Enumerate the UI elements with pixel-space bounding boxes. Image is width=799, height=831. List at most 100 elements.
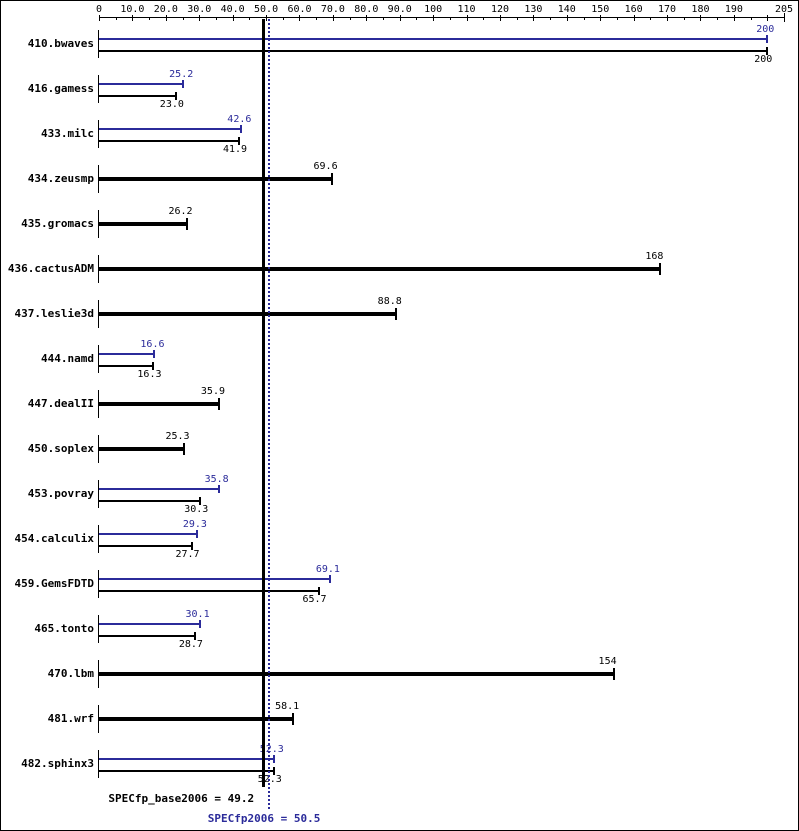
- value-label: 65.7: [302, 594, 327, 605]
- bar-endcap: [330, 173, 333, 185]
- bar-single: [99, 447, 184, 451]
- axis-tick: [483, 17, 484, 20]
- bar-endcap: [659, 263, 662, 275]
- axis-tick: [266, 15, 267, 21]
- axis-tick: [233, 15, 234, 21]
- bar-single: [99, 177, 332, 181]
- benchmark-label: 459.GemsFDTD: [14, 577, 94, 590]
- bar-base: [99, 500, 201, 502]
- axis-tick: [650, 17, 651, 20]
- bar-peak: [99, 623, 200, 625]
- axis-tick: [99, 15, 100, 21]
- axis-tick-label: 0: [95, 4, 103, 15]
- axis-tick-label: 80.0: [354, 4, 379, 15]
- axis-tick: [316, 17, 317, 20]
- axis-tick: [533, 15, 534, 21]
- bar-base: [99, 365, 154, 367]
- axis-tick: [567, 15, 568, 21]
- bar-endcap: [193, 632, 196, 640]
- value-label: 42.6: [227, 114, 252, 125]
- axis-line: [99, 17, 784, 18]
- bar-endcap: [272, 767, 275, 775]
- axis-tick-label: 170: [658, 4, 677, 15]
- row-axis: [98, 480, 99, 508]
- axis-tick: [216, 17, 217, 20]
- value-label: 200: [756, 24, 775, 35]
- bar-single: [99, 267, 661, 271]
- benchmark-label: 447.dealII: [27, 397, 94, 410]
- axis-tick-label: 70.0: [320, 4, 345, 15]
- value-label: 27.7: [175, 549, 200, 560]
- axis-tick: [183, 17, 184, 20]
- bar-endcap: [174, 92, 177, 100]
- bar-peak: [99, 488, 219, 490]
- axis-tick: [383, 17, 384, 20]
- value-label: 69.1: [315, 564, 340, 575]
- axis-tick-label: 60.0: [287, 4, 312, 15]
- bar-endcap: [199, 497, 202, 505]
- axis-tick: [299, 15, 300, 21]
- bar-endcap: [190, 542, 193, 550]
- benchmark-label: 433.milc: [41, 127, 94, 140]
- benchmark-label: 470.lbm: [47, 667, 94, 680]
- bar-endcap: [612, 668, 615, 680]
- axis-tick: [784, 13, 785, 22]
- axis-tick-label: 30.0: [187, 4, 212, 15]
- value-label: 58.1: [275, 701, 300, 712]
- row-axis: [98, 615, 99, 643]
- axis-tick-label: 100: [424, 4, 443, 15]
- bar-endcap: [153, 350, 156, 358]
- axis-tick-label: 10.0: [120, 4, 145, 15]
- row-axis: [98, 300, 99, 328]
- axis-tick-label: 90.0: [387, 4, 412, 15]
- bar-endcap: [195, 530, 198, 538]
- bar-endcap: [217, 398, 220, 410]
- row-axis: [98, 165, 99, 193]
- value-label: 25.2: [169, 69, 194, 80]
- axis-tick: [116, 17, 117, 20]
- benchmark-label: 481.wrf: [47, 712, 94, 725]
- bar-single: [99, 402, 219, 406]
- row-axis: [98, 525, 99, 553]
- value-label: 88.8: [377, 296, 402, 307]
- benchmark-label: 444.namd: [41, 352, 94, 365]
- benchmark-label: 465.tonto: [34, 622, 94, 635]
- axis-tick-label: 150: [591, 4, 610, 15]
- axis-tick-label: 190: [724, 4, 743, 15]
- benchmark-label: 435.gromacs: [21, 217, 94, 230]
- bar-single: [99, 717, 294, 721]
- axis-tick: [584, 17, 585, 20]
- value-label: 52.3: [257, 774, 282, 785]
- bar-base: [99, 95, 176, 97]
- axis-tick: [500, 15, 501, 21]
- benchmark-label: 482.sphinx3: [21, 757, 94, 770]
- bar-endcap: [328, 575, 331, 583]
- value-label: 200: [754, 54, 773, 65]
- axis-tick: [517, 17, 518, 20]
- axis-tick: [634, 15, 635, 21]
- bar-single: [99, 222, 187, 226]
- bar-peak: [99, 83, 184, 85]
- row-axis: [98, 660, 99, 688]
- axis-tick: [333, 15, 334, 21]
- row-axis: [98, 120, 99, 148]
- bar-endcap: [217, 485, 220, 493]
- row-axis: [98, 30, 99, 58]
- axis-tick-label: 20.0: [153, 4, 178, 15]
- axis-tick-label: 50.0: [254, 4, 279, 15]
- axis-tick-label: 40.0: [220, 4, 245, 15]
- bar-endcap: [182, 80, 185, 88]
- row-axis: [98, 435, 99, 463]
- value-label: 69.6: [313, 161, 338, 172]
- axis-tick: [149, 17, 150, 20]
- benchmark-label: 436.cactusADM: [7, 262, 94, 275]
- bar-single: [99, 672, 614, 676]
- benchmark-label: 410.bwaves: [27, 37, 94, 50]
- bar-peak: [99, 38, 768, 40]
- bar-peak: [99, 128, 242, 130]
- bar-endcap: [182, 443, 185, 455]
- bar-base: [99, 140, 239, 142]
- benchmark-label: 453.povray: [27, 487, 94, 500]
- row-axis: [98, 75, 99, 103]
